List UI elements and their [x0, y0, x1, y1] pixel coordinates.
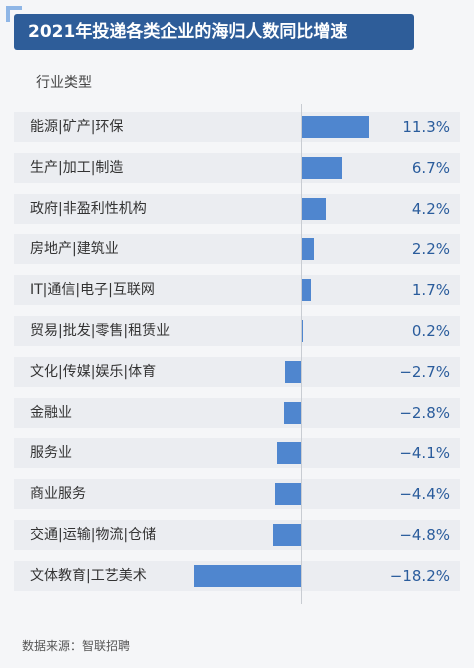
category-label: 文化|传媒|娱乐|体育: [30, 364, 157, 380]
bar-row: IT|通信|电子|互联网 1.7%: [14, 275, 460, 305]
value-label: −4.4%: [399, 485, 450, 503]
value-label: 11.3%: [402, 118, 450, 136]
category-label: 金融业: [30, 405, 72, 421]
category-header: 行业类型: [36, 75, 92, 91]
category-label: 服务业: [30, 445, 72, 461]
data-source: 数据来源：智联招聘: [22, 639, 131, 653]
category-label: IT|通信|电子|互联网: [30, 282, 155, 298]
bar-row: 政府|非盈利性机构 4.2%: [14, 194, 460, 224]
value-label: −18.2%: [389, 567, 450, 585]
bar: [301, 320, 303, 342]
bar: [285, 361, 301, 383]
bar-row: 文化|传媒|娱乐|体育 −2.7%: [14, 357, 460, 387]
bar-row: 能源|矿产|环保 11.3%: [14, 112, 460, 142]
bar: [272, 524, 301, 546]
value-label: −4.1%: [399, 444, 450, 462]
value-label: 4.2%: [411, 200, 450, 218]
category-label: 交通|运输|物流|仓储: [30, 527, 157, 543]
category-label: 贸易|批发|零售|租赁业: [30, 323, 171, 339]
value-label: −2.8%: [399, 404, 450, 422]
value-label: 1.7%: [411, 281, 450, 299]
bar: [301, 157, 342, 179]
zero-axis-line: [301, 104, 302, 604]
bar-row: 贸易|批发|零售|租赁业 0.2%: [14, 316, 460, 346]
category-label: 商业服务: [30, 486, 86, 502]
category-label: 文体教育|工艺美术: [30, 568, 147, 584]
bar: [275, 483, 301, 505]
value-label: −4.8%: [399, 526, 450, 544]
value-label: 2.2%: [411, 240, 450, 258]
category-label: 生产|加工|制造: [30, 160, 124, 176]
value-label: 6.7%: [411, 159, 450, 177]
bar: [301, 116, 370, 138]
bar-row: 金融业 −2.8%: [14, 398, 460, 428]
chart-title: 2021年投递各类企业的海归人数同比增速: [14, 14, 414, 50]
bar-row: 房地产|建筑业 2.2%: [14, 234, 460, 264]
bar-row: 交通|运输|物流|仓储 −4.8%: [14, 520, 460, 550]
bar-row: 生产|加工|制造 6.7%: [14, 153, 460, 183]
bar-row: 服务业 −4.1%: [14, 438, 460, 468]
bar: [193, 565, 301, 587]
bar: [276, 442, 301, 464]
value-label: 0.2%: [411, 322, 450, 340]
bar: [301, 238, 315, 260]
category-label: 能源|矿产|环保: [30, 119, 124, 135]
value-label: −2.7%: [399, 363, 450, 381]
bar: [301, 198, 327, 220]
bar-row: 文体教育|工艺美术 −18.2%: [14, 561, 460, 591]
bar: [284, 402, 301, 424]
corner-decoration: [6, 6, 22, 22]
category-label: 政府|非盈利性机构: [30, 201, 147, 217]
category-label: 房地产|建筑业: [30, 241, 119, 257]
bar-row: 商业服务 −4.4%: [14, 479, 460, 509]
bar: [301, 279, 312, 301]
